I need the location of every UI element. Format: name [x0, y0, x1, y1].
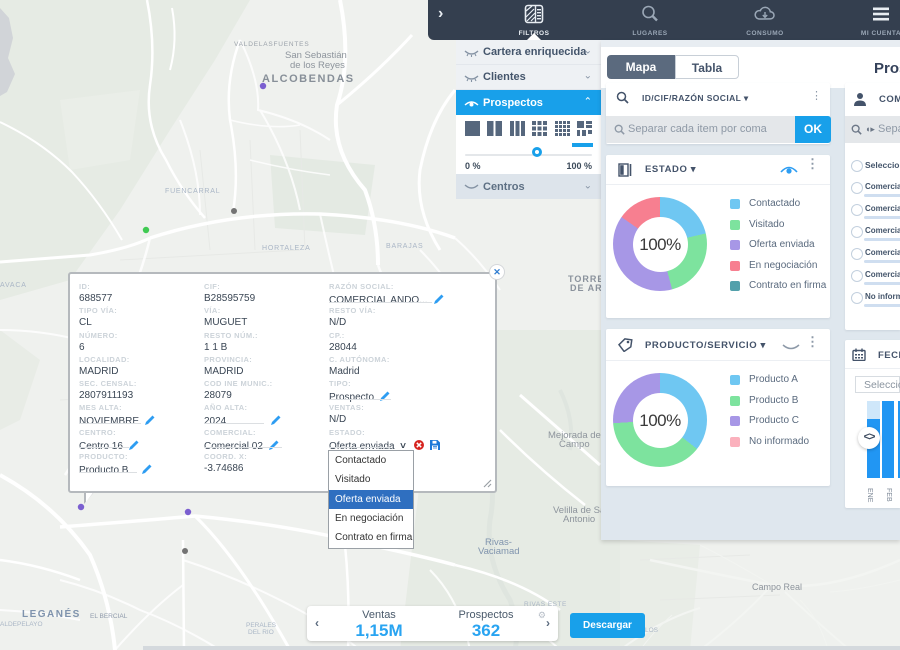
svg-text:TORRE: TORRE: [568, 274, 604, 284]
svg-text:EL BERCIAL: EL BERCIAL: [90, 613, 128, 620]
svg-text:DE ARI: DE ARI: [570, 283, 606, 293]
svg-text:LOS: LOS: [645, 627, 659, 634]
svg-text:Vaciamad: Vaciamad: [478, 546, 520, 557]
svg-text:Mejorada del: Mejorada del: [548, 430, 603, 441]
svg-text:DEL RIO: DEL RIO: [248, 629, 274, 636]
svg-text:Antonio: Antonio: [563, 514, 595, 525]
svg-text:BARAJAS: BARAJAS: [386, 243, 424, 250]
svg-text:PERALES: PERALES: [246, 622, 277, 629]
svg-text:FUENCARRAL: FUENCARRAL: [165, 188, 220, 195]
svg-text:VALDELASFUENTES: VALDELASFUENTES: [234, 41, 309, 48]
svg-text:Campo Real: Campo Real: [752, 582, 802, 592]
svg-text:LEGANÉS: LEGANÉS: [22, 607, 81, 620]
svg-text:AVACA: AVACA: [0, 282, 27, 289]
svg-text:ALDEPELAYO: ALDEPELAYO: [0, 621, 43, 628]
svg-text:Campo: Campo: [559, 439, 590, 450]
svg-text:HORTALEZA: HORTALEZA: [262, 245, 311, 252]
svg-text:Velilla de Sa: Velilla de Sa: [553, 505, 606, 516]
svg-text:de los Reyes: de los Reyes: [290, 60, 345, 71]
svg-text:Rivas-: Rivas-: [485, 537, 512, 548]
svg-text:ALCOBENDAS: ALCOBENDAS: [262, 73, 355, 85]
svg-text:RIVAS ESTE: RIVAS ESTE: [524, 601, 567, 608]
svg-text:San Sebastián: San Sebastián: [285, 50, 347, 61]
